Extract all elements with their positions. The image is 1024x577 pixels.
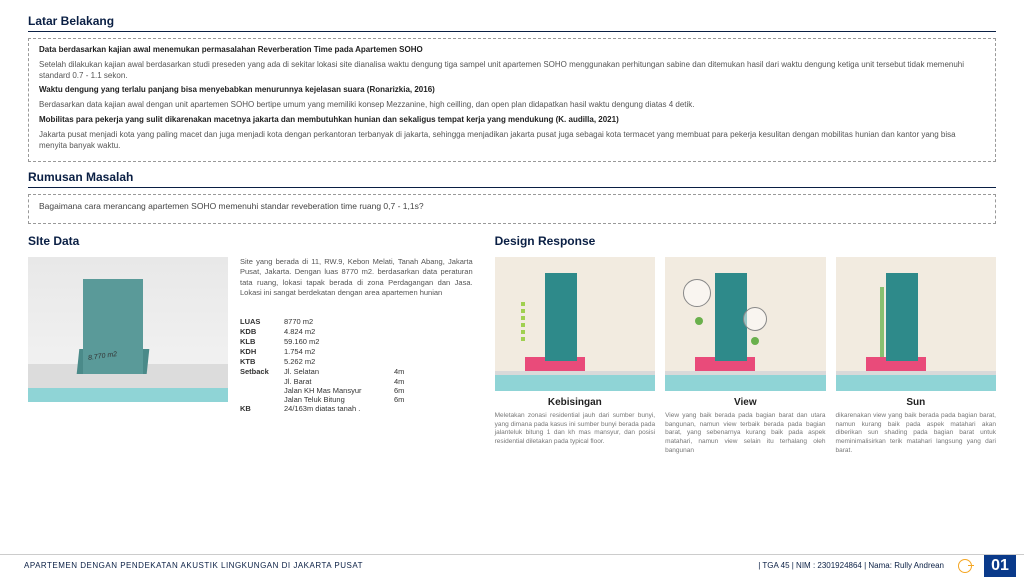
setback-dist: 6m bbox=[394, 386, 404, 395]
latar-b2: Waktu dengung yang terlalu panjang bisa … bbox=[39, 85, 985, 96]
data-key: KTB bbox=[240, 357, 284, 366]
data-key: KB bbox=[240, 404, 284, 413]
latar-p2: Berdasarkan data kajian awal dengan unit… bbox=[39, 100, 985, 111]
data-val: 1.754 m2 bbox=[284, 347, 315, 356]
university-logo-icon bbox=[954, 559, 980, 573]
data-key: Setback bbox=[240, 367, 284, 376]
setback-street: Jl. Barat bbox=[284, 377, 394, 386]
setback-street: Jalan Teluk Bitung bbox=[284, 395, 394, 404]
footer: APARTEMEN DENGAN PENDEKATAN AKUSTIK LING… bbox=[0, 554, 1024, 576]
latar-box: Data berdasarkan kajian awal menemukan p… bbox=[28, 38, 996, 162]
setback-dist: 4m bbox=[394, 377, 404, 386]
setback-dist: 6m bbox=[394, 395, 404, 404]
site-image: 8.770 m2 bbox=[28, 257, 228, 402]
latar-b1: Data berdasarkan kajian awal menemukan p… bbox=[39, 45, 985, 56]
site-description: Site yang berada di 11, RW.9, Kebon Mela… bbox=[240, 257, 473, 299]
response-sun: Sun dikarenakan view yang baik berada pa… bbox=[836, 257, 996, 456]
rumusan-q: Bagaimana cara merancang apartemen SOHO … bbox=[39, 201, 985, 212]
data-val: 4.824 m2 bbox=[284, 327, 315, 336]
response-caption: View bbox=[665, 397, 825, 408]
latar-p3: Jakarta pusat menjadi kota yang paling m… bbox=[39, 130, 985, 152]
setback-dist: 4m bbox=[394, 367, 404, 376]
data-val: 24/163m diatas tanah . bbox=[284, 404, 360, 413]
section-latar-title: Latar Belakang bbox=[28, 14, 996, 32]
data-key: KLB bbox=[240, 337, 284, 346]
response-image bbox=[665, 257, 825, 391]
response-caption: Kebisingan bbox=[495, 397, 655, 408]
data-key: LUAS bbox=[240, 317, 284, 326]
setback-street: Jalan KH Mas Mansyur bbox=[284, 386, 394, 395]
response-kebisingan: Kebisingan Meletakan zonasi residential … bbox=[495, 257, 655, 456]
response-image bbox=[495, 257, 655, 391]
footer-title: APARTEMEN DENGAN PENDEKATAN AKUSTIK LING… bbox=[24, 561, 363, 570]
rumusan-box: Bagaimana cara merancang apartemen SOHO … bbox=[28, 194, 996, 223]
data-val: 8770 m2 bbox=[284, 317, 313, 326]
footer-meta: | TGA 45 | NIM : 2301924864 | Nama: Rull… bbox=[758, 561, 944, 570]
data-val: 5.262 m2 bbox=[284, 357, 315, 366]
page-number: 01 bbox=[984, 555, 1016, 577]
response-caption: Sun bbox=[836, 397, 996, 408]
section-rumusan-title: Rumusan Masalah bbox=[28, 170, 996, 188]
setback-street: Jl. Selatan bbox=[284, 367, 394, 376]
data-key: KDH bbox=[240, 347, 284, 356]
response-text: Meletakan zonasi residential jauh dari s… bbox=[495, 412, 655, 447]
section-sitedata-title: SIte Data bbox=[28, 234, 473, 251]
data-val: 59.160 m2 bbox=[284, 337, 319, 346]
response-image bbox=[836, 257, 996, 391]
response-text: dikarenakan view yang baik berada pada b… bbox=[836, 412, 996, 456]
response-view: View View yang baik berada pada bagian b… bbox=[665, 257, 825, 456]
response-text: View yang baik berada pada bagian barat … bbox=[665, 412, 825, 456]
latar-b3: Mobilitas para pekerja yang sulit dikare… bbox=[39, 115, 985, 126]
latar-p1: Setelah dilakukan kajian awal berdasarka… bbox=[39, 60, 985, 82]
section-design-title: Design Response bbox=[495, 234, 996, 251]
site-data-table: LUAS8770 m2 KDB4.824 m2 KLB59.160 m2 KDH… bbox=[240, 317, 473, 413]
data-key: KDB bbox=[240, 327, 284, 336]
